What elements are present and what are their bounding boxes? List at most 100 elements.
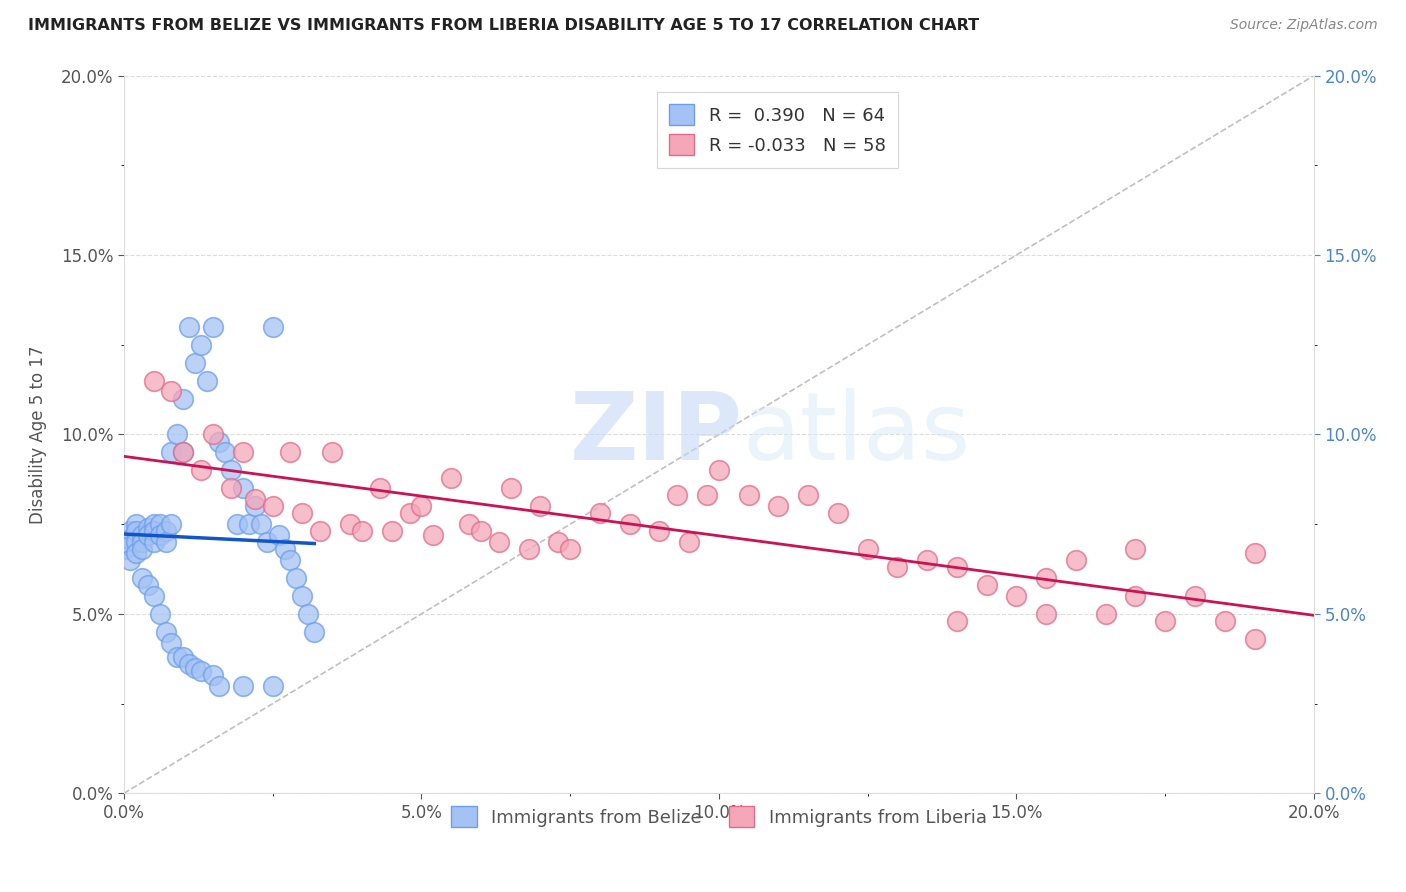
Point xyxy=(648,524,671,539)
Point xyxy=(738,488,761,502)
Point xyxy=(529,500,551,514)
Point xyxy=(827,507,849,521)
Point xyxy=(856,542,879,557)
Point xyxy=(190,337,212,351)
Point xyxy=(184,356,207,370)
Point xyxy=(166,650,188,665)
Point xyxy=(172,445,194,459)
Point xyxy=(285,571,308,585)
Point xyxy=(136,528,159,542)
Point xyxy=(499,481,522,495)
Point xyxy=(249,517,271,532)
Point xyxy=(136,521,159,535)
Point xyxy=(1064,553,1087,567)
Point xyxy=(202,319,225,334)
Point xyxy=(273,542,295,557)
Point xyxy=(125,517,148,532)
Point xyxy=(256,535,278,549)
Point xyxy=(190,665,212,679)
Point xyxy=(946,614,969,628)
Point xyxy=(411,500,433,514)
Point xyxy=(179,657,201,672)
Point xyxy=(297,607,319,621)
Point xyxy=(1125,589,1147,603)
Point xyxy=(118,532,141,546)
Point xyxy=(125,535,148,549)
Point xyxy=(118,524,141,539)
Point xyxy=(232,445,254,459)
Point xyxy=(172,650,194,665)
Point xyxy=(976,578,998,592)
Point xyxy=(368,481,391,495)
Point xyxy=(1094,607,1116,621)
Point xyxy=(202,427,225,442)
Point xyxy=(291,507,314,521)
Point xyxy=(707,463,730,477)
Point xyxy=(470,524,492,539)
Point xyxy=(350,524,373,539)
Point xyxy=(155,624,177,639)
Point xyxy=(160,517,183,532)
Point xyxy=(155,535,177,549)
Point xyxy=(291,589,314,603)
Point xyxy=(184,661,207,675)
Point xyxy=(243,500,266,514)
Point xyxy=(1184,589,1206,603)
Point xyxy=(619,517,641,532)
Point xyxy=(440,470,463,484)
Point xyxy=(304,624,326,639)
Point xyxy=(195,374,218,388)
Point xyxy=(190,463,212,477)
Point xyxy=(148,607,170,621)
Point xyxy=(160,445,183,459)
Point xyxy=(166,427,188,442)
Point xyxy=(560,542,582,557)
Point xyxy=(797,488,820,502)
Point xyxy=(309,524,332,539)
Point xyxy=(160,384,183,399)
Point xyxy=(148,528,170,542)
Point xyxy=(262,319,284,334)
Point xyxy=(1243,632,1265,646)
Point xyxy=(398,507,420,521)
Point xyxy=(131,542,153,557)
Point xyxy=(381,524,404,539)
Point xyxy=(1213,614,1236,628)
Point xyxy=(118,539,141,553)
Point xyxy=(768,500,790,514)
Point xyxy=(172,445,194,459)
Point xyxy=(131,571,153,585)
Point xyxy=(946,560,969,574)
Point xyxy=(142,589,165,603)
Point xyxy=(155,524,177,539)
Point xyxy=(1035,571,1057,585)
Text: Source: ZipAtlas.com: Source: ZipAtlas.com xyxy=(1230,18,1378,32)
Point xyxy=(280,553,302,567)
Point xyxy=(232,679,254,693)
Point xyxy=(160,635,183,649)
Y-axis label: Disability Age 5 to 17: Disability Age 5 to 17 xyxy=(30,345,46,524)
Point xyxy=(202,668,225,682)
Point xyxy=(179,319,201,334)
Point xyxy=(517,542,540,557)
Point xyxy=(142,524,165,539)
Point xyxy=(208,679,231,693)
Legend: Immigrants from Belize, Immigrants from Liberia: Immigrants from Belize, Immigrants from … xyxy=(444,799,994,835)
Text: ZIP: ZIP xyxy=(569,388,742,481)
Point xyxy=(131,535,153,549)
Point xyxy=(589,507,612,521)
Point xyxy=(547,535,569,549)
Point xyxy=(262,500,284,514)
Point xyxy=(125,524,148,539)
Point xyxy=(214,445,236,459)
Point xyxy=(142,517,165,532)
Point xyxy=(219,463,242,477)
Point xyxy=(131,528,153,542)
Text: IMMIGRANTS FROM BELIZE VS IMMIGRANTS FROM LIBERIA DISABILITY AGE 5 TO 17 CORRELA: IMMIGRANTS FROM BELIZE VS IMMIGRANTS FRO… xyxy=(28,18,979,33)
Point xyxy=(488,535,510,549)
Point xyxy=(125,546,148,560)
Point xyxy=(142,535,165,549)
Point xyxy=(1154,614,1177,628)
Point xyxy=(262,679,284,693)
Point xyxy=(915,553,938,567)
